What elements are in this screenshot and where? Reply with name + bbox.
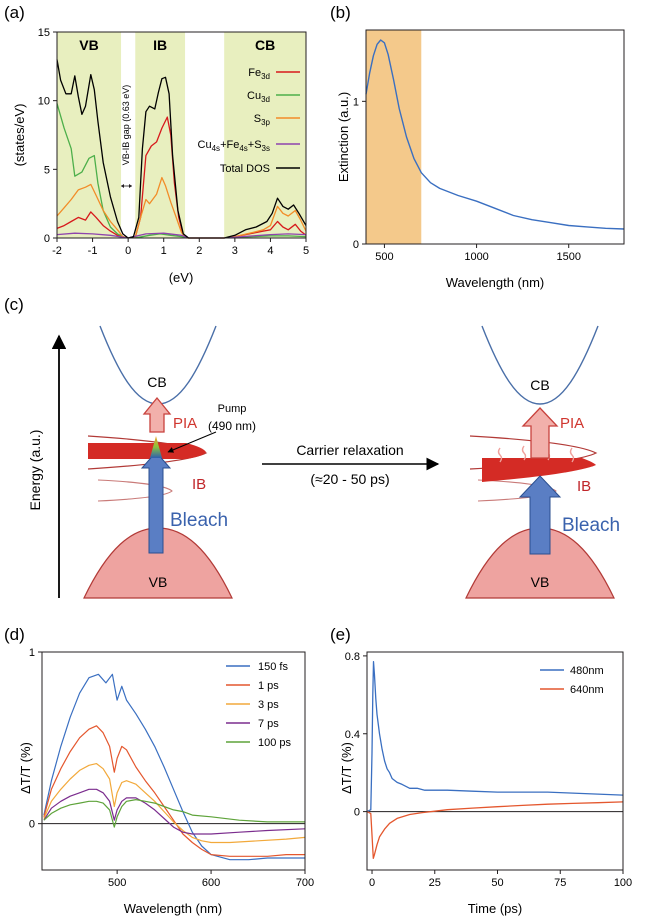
kinetics-legend-label: 480nm: [570, 665, 604, 677]
spectra-x-tick-label: 700: [296, 877, 314, 889]
kinetics-y-tick-label: 0.4: [345, 729, 360, 741]
spectra-y-tick-label: 1: [29, 647, 35, 659]
kinetics-x-label: Time (ps): [468, 901, 522, 916]
dos-y-tick-label: 15: [38, 27, 50, 39]
relaxation-time: (≈20 - 50 ps): [310, 471, 389, 487]
band-diagram: Energy (a.u.) CB VB IB Bleach PIA Pump (…: [27, 326, 620, 598]
ib-label-right: IB: [577, 478, 591, 495]
pia-label-right: PIA: [560, 415, 584, 432]
region-band-cb: [224, 32, 306, 238]
spectra-x-tick-label: 600: [202, 877, 220, 889]
extinction-x-tick-label: 1000: [464, 251, 488, 263]
extinction-chart: 500 1000 1500 0 1 Wavelength (nm) Extinction…: [336, 30, 624, 290]
panel-label-e: (e): [330, 625, 351, 644]
extinction-x-tick-label: 500: [375, 251, 393, 263]
dos-x-tick-label: 2: [196, 245, 202, 257]
kinetics-legend-label: 640nm: [570, 684, 604, 696]
panel-label-a: (a): [4, 3, 25, 22]
kinetics-x-tick-label: 75: [554, 877, 566, 889]
kinetics-x-tick-label: 0: [369, 877, 375, 889]
spectra-legend-label: 150 fs: [258, 661, 288, 673]
panel-label-b: (b): [330, 3, 351, 22]
left-band-scheme: CB VB IB Bleach PIA Pump (490 nm): [84, 326, 256, 598]
cb-label-left: CB: [147, 374, 166, 390]
pump-label: Pump: [218, 403, 247, 415]
pump-wavelength: (490 nm): [208, 419, 256, 433]
vb-label-left: VB: [149, 574, 168, 590]
dos-x-label: (eV): [169, 270, 194, 285]
spectra-legend-label: 100 ps: [258, 737, 292, 749]
legend-mix: Cu4s+Fe4s+S3s: [198, 139, 270, 153]
dos-y-tick-label: 10: [38, 96, 50, 108]
relaxation-label: Carrier relaxation: [296, 442, 403, 458]
cb-parabola-left: [100, 326, 216, 404]
extinction-y-tick-label: 1: [353, 96, 359, 108]
extinction-y-label: Extinction (a.u.): [336, 92, 351, 182]
kinetics-series-1: [367, 802, 623, 858]
region-label-cb: CB: [255, 37, 275, 53]
ib-filled-band-left: [88, 443, 206, 459]
region-label-vb: VB: [79, 37, 98, 53]
kinetics-legend: 480nm 640nm: [540, 665, 604, 696]
dos-y-label: (states/eV): [12, 104, 27, 167]
kinetics-chart: 0 25 50 75 100 0 0.4 0.8 Time (ps) ΔT/T (%) 480…: [339, 651, 632, 916]
panel-label-c: (c): [4, 295, 24, 314]
pia-arrow-right: [523, 408, 557, 458]
spectra-y-label: ΔT/T (%): [18, 742, 33, 794]
dos-x-tick-label: 0: [125, 245, 131, 257]
excitation-highlight-band: [366, 30, 421, 244]
spectra-x-label: Wavelength (nm): [124, 901, 223, 916]
extinction-y-tick-label: 0: [353, 239, 359, 251]
right-band-scheme: CB VB IB Bleach PIA: [466, 326, 620, 598]
cb-label-right: CB: [530, 377, 549, 393]
dos-y-tick-label: 5: [44, 164, 50, 176]
kinetics-y-label: ΔT/T (%): [339, 742, 354, 794]
dos-x-tick-label: 1: [161, 245, 167, 257]
dos-x-tick-label: -2: [52, 245, 62, 257]
spectra-legend-label: 7 ps: [258, 718, 279, 730]
region-label-ib: IB: [153, 37, 167, 53]
kinetics-x-tick-label: 50: [491, 877, 503, 889]
dos-x-tick-label: 5: [303, 245, 309, 257]
gap-annotation: VB-IB gap (0.63 eV): [121, 85, 131, 166]
ib-label-left: IB: [192, 476, 206, 493]
spectra-legend: 150 fs 1 ps 3 ps 7 ps 100 ps: [226, 661, 292, 749]
dos-y-tick-label: 0: [44, 233, 50, 245]
gap-double-arrow: [121, 184, 132, 188]
kinetics-y-tick-label: 0.8: [345, 651, 360, 663]
bleach-label-left: Bleach: [170, 510, 228, 531]
legend-total-dos: Total DOS: [220, 163, 270, 175]
panel-label-d: (d): [4, 625, 25, 644]
dos-x-tick-label: 3: [232, 245, 238, 257]
spectra-legend-label: 1 ps: [258, 680, 279, 692]
extinction-x-label: Wavelength (nm): [446, 275, 545, 290]
spectra-x-tick-label: 500: [108, 877, 126, 889]
kinetics-y-tick-label: 0: [354, 807, 360, 819]
vb-label-right: VB: [531, 574, 550, 590]
dos-x-tick-label: 4: [267, 245, 273, 257]
kinetics-x-tick-label: 25: [429, 877, 441, 889]
kinetics-x-tick-label: 100: [614, 877, 632, 889]
transient-spectra-chart: 500 600 700 0 1 Wavelength (nm) ΔT/T (%) 150…: [18, 647, 314, 916]
extinction-x-tick-label: 1500: [556, 251, 580, 263]
spectra-legend-label: 3 ps: [258, 699, 279, 711]
pia-label-left: PIA: [173, 415, 197, 432]
spectra-y-tick-label: 0: [29, 819, 35, 831]
dos-x-tick-label: -1: [88, 245, 98, 257]
energy-axis-label: Energy (a.u.): [27, 430, 43, 511]
spectra-series-3: [44, 789, 305, 834]
bleach-label-right: Bleach: [562, 515, 620, 536]
